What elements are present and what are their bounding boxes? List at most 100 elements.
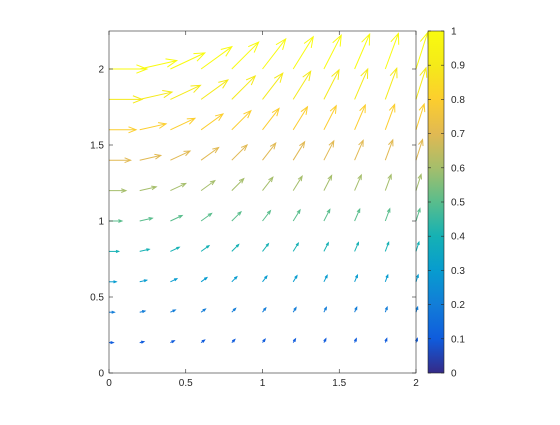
- arrows-layer: [109, 31, 429, 345]
- plot-frame: [108, 30, 417, 374]
- field-arrow: [139, 153, 163, 161]
- field-arrow: [384, 305, 388, 313]
- field-arrow: [354, 241, 360, 252]
- field-arrow: [139, 310, 147, 314]
- field-arrow: [262, 338, 266, 343]
- field-arrow: [200, 244, 211, 252]
- field-arrow: [200, 113, 225, 131]
- x-tick-label: 2: [413, 378, 419, 389]
- field-arrow: [292, 105, 309, 131]
- field-arrow: [139, 122, 168, 131]
- field-arrow: [262, 176, 274, 191]
- field-arrow: [354, 173, 362, 191]
- field-arrow: [200, 276, 209, 283]
- field-arrow: [262, 37, 287, 70]
- field-arrow: [323, 337, 327, 343]
- field-arrow: [109, 341, 115, 345]
- field-arrow: [384, 337, 388, 343]
- field-arrow: [139, 217, 154, 222]
- field-arrow: [139, 185, 158, 192]
- x-tick-label: 1.5: [332, 378, 346, 389]
- field-arrow: [231, 41, 260, 70]
- field-arrow: [292, 306, 297, 313]
- field-arrow: [109, 310, 116, 314]
- field-arrow: [231, 338, 236, 343]
- field-arrow: [354, 273, 359, 282]
- field-arrow: [262, 107, 280, 131]
- field-arrow: [384, 138, 394, 161]
- field-arrow: [292, 337, 297, 343]
- x-tick-label: 0.5: [179, 378, 193, 389]
- colorbar-tick-label: 0.5: [451, 198, 465, 209]
- colorbar: 0 0.1 0.2 0.3 0.4 0.5 0.6 0.7 0.8 0.9 1: [427, 27, 465, 380]
- colorbar-tick-label: 0.6: [451, 163, 465, 174]
- field-arrow: [170, 340, 176, 344]
- field-arrow: [139, 279, 149, 283]
- field-arrow: [262, 142, 277, 161]
- colorbar-tick-label: 0.2: [451, 300, 465, 311]
- field-arrow: [231, 143, 249, 161]
- field-arrow: [200, 212, 213, 222]
- field-arrow: [109, 95, 144, 104]
- field-arrow: [109, 157, 132, 164]
- colorbar-tick-label: 0.1: [451, 334, 465, 345]
- field-arrow: [170, 182, 187, 192]
- field-arrow: [109, 126, 138, 134]
- field-arrow: [323, 208, 331, 222]
- field-arrow: [292, 70, 312, 100]
- field-arrow: [109, 188, 128, 193]
- field-arrow: [139, 248, 151, 252]
- field-arrow: [323, 306, 328, 313]
- field-arrow: [292, 140, 306, 161]
- field-arrow: [262, 209, 272, 222]
- field-arrow: [354, 103, 366, 130]
- field-arrow: [354, 207, 361, 222]
- field-arrow: [415, 31, 429, 70]
- field-arrow: [200, 45, 233, 70]
- field-arrow: [231, 109, 252, 131]
- field-arrow: [231, 210, 242, 222]
- field-arrow: [323, 241, 329, 252]
- field-arrow: [415, 138, 424, 161]
- field-arrow: [384, 207, 391, 222]
- field-arrow: [200, 146, 220, 161]
- field-arrow: [292, 274, 298, 283]
- field-arrow: [384, 67, 398, 100]
- field-arrow: [415, 66, 428, 100]
- field-arrow: [170, 246, 181, 252]
- field-arrow: [384, 240, 390, 252]
- field-arrow: [354, 67, 369, 100]
- field-arrow: [231, 243, 240, 252]
- field-arrow: [170, 278, 179, 283]
- field-arrow: [109, 249, 121, 253]
- field-arrow: [200, 79, 230, 100]
- field-arrow: [323, 139, 335, 161]
- field-arrow: [354, 32, 371, 70]
- field-arrow: [353, 337, 357, 343]
- field-arrow: [231, 177, 245, 191]
- colorbar-gradient: [428, 31, 444, 373]
- y-tick-label: 2: [98, 65, 104, 76]
- field-arrow: [170, 52, 207, 70]
- field-arrow: [384, 273, 389, 282]
- field-arrow: [139, 340, 146, 344]
- field-arrow: [292, 35, 314, 70]
- field-arrow: [415, 173, 422, 191]
- field-arrow: [262, 242, 270, 252]
- colorbar-tick-label: 0.3: [451, 266, 465, 277]
- field-arrow: [170, 309, 177, 313]
- field-arrow: [170, 117, 197, 131]
- field-arrow: [323, 274, 328, 283]
- field-arrow: [323, 174, 333, 191]
- y-tick-label: 1: [98, 217, 104, 228]
- field-arrow: [384, 103, 396, 130]
- field-arrow: [415, 240, 420, 252]
- field-arrow: [170, 214, 184, 222]
- axes-layer: 0 0.5 1 1.5 2 0 0.5 1 1.5 2: [90, 31, 419, 389]
- field-arrow: [170, 150, 192, 161]
- colorbar-tick-label: 0.9: [451, 61, 465, 72]
- field-arrow: [384, 173, 392, 191]
- field-arrow: [323, 104, 337, 131]
